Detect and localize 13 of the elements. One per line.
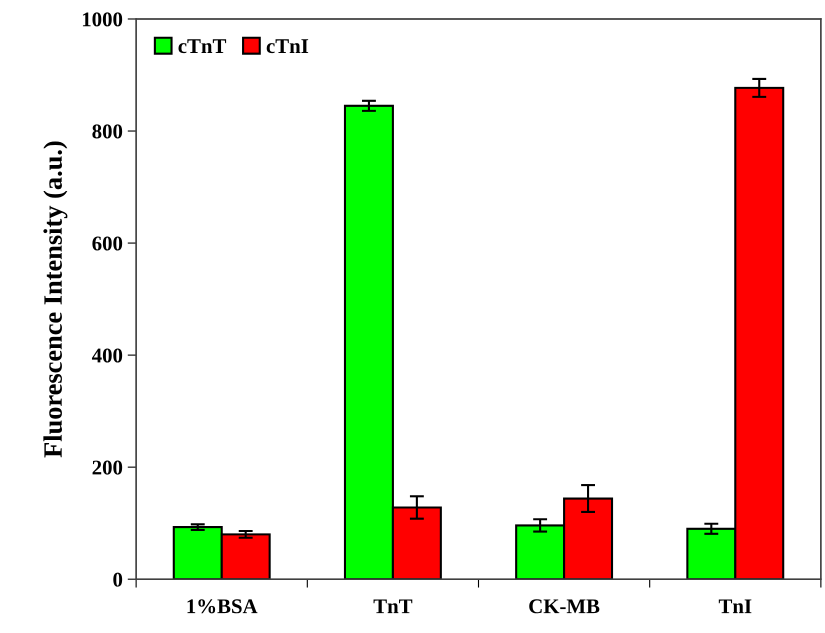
- x-tick-label: 1%BSA: [188, 599, 258, 614]
- x-tick-label: TnI: [718, 599, 752, 614]
- y-tick-label: 600: [92, 236, 122, 251]
- y-tick-label: 1000: [82, 12, 122, 26]
- y-tick-label: 0: [113, 572, 122, 587]
- legend-label: cTnT: [178, 39, 226, 54]
- y-axis-title: Fluorescence Intensity (a.u.): [43, 141, 68, 458]
- x-tick-label: CK-MB: [529, 599, 600, 614]
- y-tick-label: 800: [92, 124, 122, 138]
- legend-label: cTnI: [266, 39, 308, 54]
- y-tick-label: 400: [92, 348, 122, 363]
- y-tick-label: 200: [92, 460, 122, 475]
- x-tick-label: TnT: [374, 599, 412, 614]
